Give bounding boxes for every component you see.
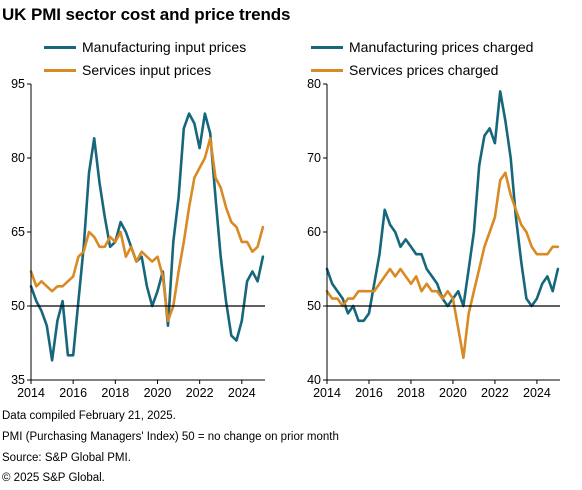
- x-tick-label-prices-charged-2016: 2016: [355, 386, 383, 400]
- chart-title: UK PMI sector cost and price trends: [2, 5, 291, 24]
- y-tick-label-prices-charged-50: 50: [307, 299, 321, 313]
- y-tick-label-input-prices-95: 95: [11, 77, 25, 91]
- y-tick-label-prices-charged-40: 40: [307, 373, 321, 387]
- x-tick-label-prices-charged-2022: 2022: [481, 386, 509, 400]
- x-tick-label-input-prices-2018: 2018: [101, 386, 129, 400]
- chart-panel-input-prices: 35 50 65 80 95 2014 2016 2018 2020 2022 2024: [11, 77, 265, 400]
- y-tick-label-prices-charged-60: 60: [307, 225, 321, 239]
- legend-swatch-services-charged: [311, 69, 343, 72]
- footnote-source: Source: S&P Global PMI.: [2, 452, 131, 464]
- legend-swatch-manufacturing-charged: [311, 46, 343, 49]
- x-tick-label-prices-charged-2018: 2018: [397, 386, 425, 400]
- footnote-data-compiled: Data compiled February 21, 2025.: [2, 410, 176, 422]
- x-tick-label-prices-charged-2014: 2014: [313, 386, 341, 400]
- x-tick-label-input-prices-2014: 2014: [17, 386, 45, 400]
- series-line-input-prices-0: [29, 112, 265, 362]
- series-line-prices-charged-1: [325, 171, 560, 360]
- x-tick-label-input-prices-2020: 2020: [144, 386, 172, 400]
- legend-label-services-input: Services input prices: [82, 62, 212, 78]
- y-tick-label-input-prices-50: 50: [11, 299, 25, 313]
- x-tick-label-input-prices-2016: 2016: [59, 386, 87, 400]
- y-tick-label-prices-charged-70: 70: [307, 151, 321, 165]
- footnote-copyright: © 2025 S&P Global.: [2, 472, 105, 484]
- x-tick-label-prices-charged-2024: 2024: [523, 386, 551, 400]
- y-tick-label-input-prices-80: 80: [11, 151, 25, 165]
- legend-label-manufacturing-charged: Manufacturing prices charged: [349, 39, 534, 55]
- x-tick-label-input-prices-2022: 2022: [186, 386, 214, 400]
- legend-label-services-charged: Services prices charged: [349, 62, 499, 78]
- legend-swatch-manufacturing-input: [44, 46, 76, 49]
- y-tick-label-input-prices-65: 65: [11, 225, 25, 239]
- series-line-input-prices-1: [29, 137, 265, 323]
- footnote-pmi-definition: PMI (Purchasing Managers' Index) 50 = no…: [2, 431, 339, 443]
- chart-panel-prices-charged: 40 50 60 70 80 2014 2016 2018 2020 2022 2024: [307, 77, 560, 400]
- legend-label-manufacturing-input: Manufacturing input prices: [82, 39, 247, 55]
- series-line-prices-charged-0: [325, 90, 560, 323]
- legend-swatch-services-input: [44, 69, 76, 72]
- x-tick-label-prices-charged-2020: 2020: [439, 386, 467, 400]
- y-tick-label-input-prices-35: 35: [11, 373, 25, 387]
- y-tick-label-prices-charged-80: 80: [307, 77, 321, 91]
- x-tick-label-input-prices-2024: 2024: [228, 386, 256, 400]
